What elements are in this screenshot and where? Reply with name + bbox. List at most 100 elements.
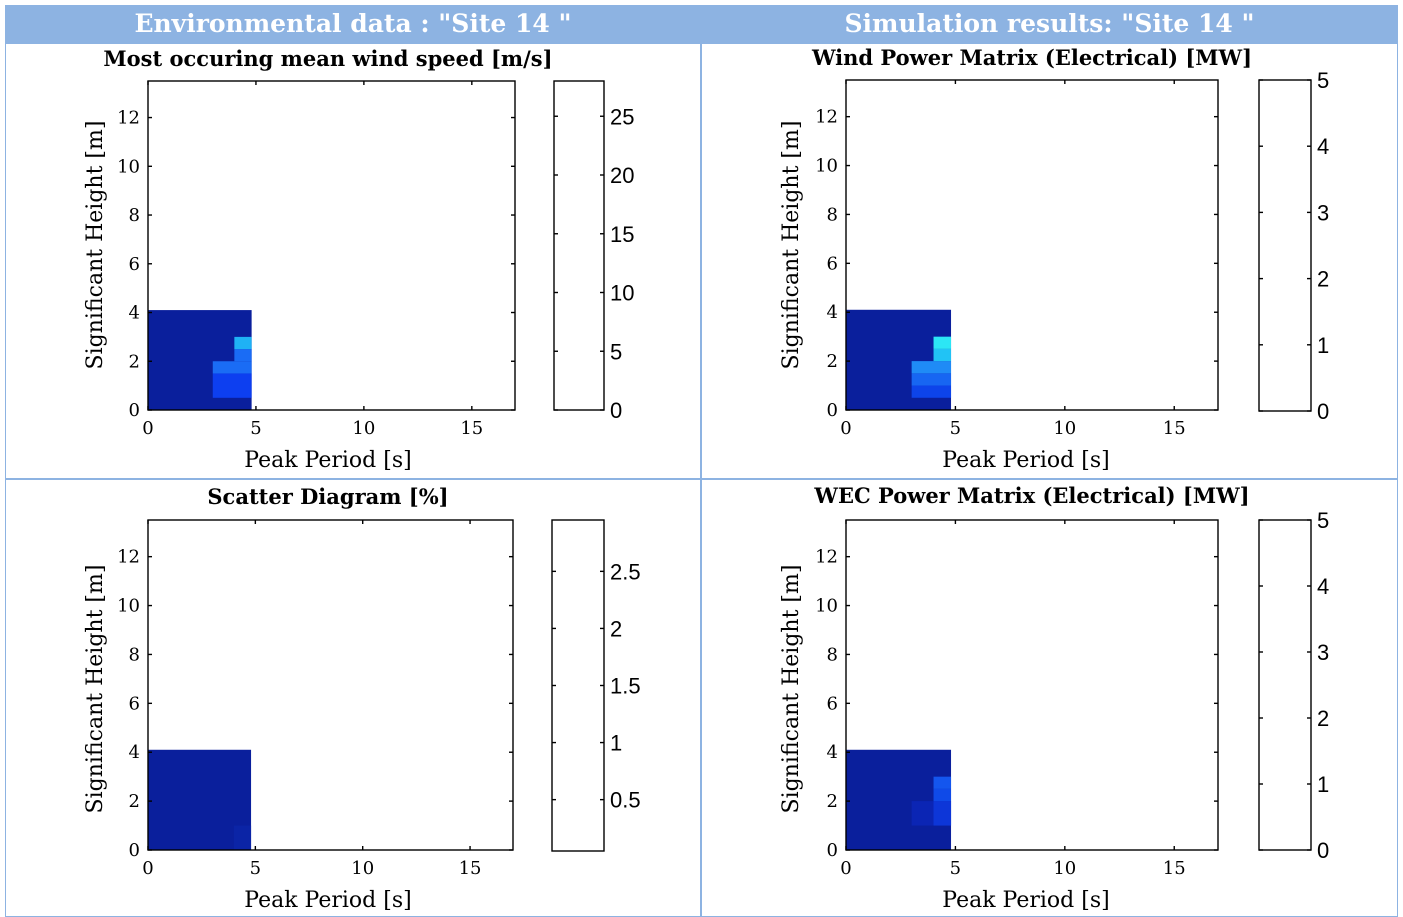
x-tick-label: 5 [250, 418, 261, 439]
x-tick-label: 0 [840, 858, 851, 879]
heatmap-cell [933, 801, 952, 826]
header-divider [6, 42, 1397, 44]
x-axis-label: Peak Period [s] [244, 888, 411, 913]
heatmap-cell [846, 749, 952, 850]
heatmap-cell [212, 373, 252, 398]
y-tick-label: 10 [117, 156, 140, 177]
colorbar-tick-label: 1 [610, 731, 622, 756]
y-tick-label: 6 [827, 693, 838, 714]
colorbar-tick-label: 5 [1317, 508, 1329, 533]
colorbar-tick-label: 2 [1317, 706, 1329, 731]
colorbar-tick-label: 3 [1317, 200, 1329, 225]
colorbar-tick-label: 1 [1317, 333, 1329, 358]
heatmap-cell [233, 825, 252, 850]
heatmap-cell [911, 385, 952, 398]
x-tick-label: 5 [950, 418, 961, 439]
colorbar-tick-label: 25 [610, 104, 634, 129]
column-divider [700, 6, 702, 916]
x-tick-label: 15 [1163, 418, 1186, 439]
chart-wec-power: WEC Power Matrix (Electrical) [MW] 0 5 10 1… [779, 483, 1329, 913]
heatmap-cell [911, 373, 952, 386]
y-tick-label: 2 [827, 351, 838, 372]
y-tick-label: 8 [827, 644, 838, 665]
y-tick-label: 10 [117, 596, 140, 617]
y-tick-label: 8 [827, 204, 838, 225]
y-tick-label: 12 [815, 547, 838, 568]
colorbar-tick-label: 2.5 [610, 559, 641, 584]
y-tick-label: 12 [117, 547, 140, 568]
chart-title: Scatter Diagram [%] [207, 484, 448, 509]
y-tick-label: 6 [129, 254, 140, 275]
colorbar-tick-label: 1 [1317, 772, 1329, 797]
chart-title: Most occuring mean wind speed [m/s] [103, 46, 552, 71]
y-tick-label: 6 [129, 693, 140, 714]
x-tick-label: 5 [950, 858, 961, 879]
colorbar [1258, 79, 1312, 412]
chart-wind-speed: Most occuring mean wind speed [m/s] 0 5 10… [83, 46, 634, 473]
colorbar-tick-label: 4 [1317, 574, 1329, 599]
x-tick-label: 10 [1053, 418, 1076, 439]
plot-frame [147, 80, 516, 411]
x-axis-label: Peak Period [s] [244, 448, 411, 473]
y-tick-label: 12 [117, 108, 140, 129]
y-tick-label: 4 [129, 742, 140, 763]
y-tick-label: 8 [129, 644, 140, 665]
colorbar [551, 519, 605, 852]
x-tick-label: 15 [460, 418, 483, 439]
y-axis-label: Significant Height [m] [83, 121, 108, 370]
heatmap-cell [933, 336, 952, 349]
colorbar-tick-label: 0 [1317, 838, 1329, 863]
y-axis-label: Significant Height [m] [83, 565, 108, 814]
y-tick-label: 10 [815, 596, 838, 617]
colorbar [553, 80, 605, 411]
y-tick-label: 0 [827, 840, 838, 861]
simulation-header: Simulation results: "Site 14 " [702, 6, 1397, 42]
y-tick-label: 10 [815, 156, 838, 177]
y-tick-label: 0 [129, 840, 140, 861]
colorbar-tick-label: 5 [610, 339, 622, 364]
x-tick-label: 0 [142, 418, 153, 439]
x-axis-label: Peak Period [s] [942, 448, 1109, 473]
plot-frame [845, 519, 1219, 851]
colorbar-tick-label: 5 [1317, 68, 1329, 93]
colorbar-tick-label: 20 [610, 163, 634, 188]
y-tick-label: 4 [129, 303, 140, 324]
colorbar-tick-label: 2 [610, 616, 622, 641]
y-tick-label: 8 [129, 205, 140, 226]
x-tick-label: 15 [1163, 858, 1186, 879]
chart-title: WEC Power Matrix (Electrical) [MW] [813, 483, 1249, 508]
heatmap-cell [234, 349, 252, 362]
y-tick-label: 0 [129, 400, 140, 421]
row-divider [6, 478, 1397, 480]
heatmap-cell [212, 361, 252, 374]
x-tick-label: 15 [459, 858, 482, 879]
chart-wind-power: Wind Power Matrix (Electrical) [MW] 0 5 10… [779, 45, 1329, 473]
y-tick-label: 2 [129, 351, 140, 372]
x-tick-label: 10 [352, 418, 375, 439]
x-tick-label: 5 [250, 858, 261, 879]
colorbar-tick-label: 2 [1317, 267, 1329, 292]
colorbar-tick-label: 3 [1317, 640, 1329, 665]
x-tick-label: 10 [351, 858, 374, 879]
colorbar-tick-label: 0 [1317, 399, 1329, 424]
chart-title: Wind Power Matrix (Electrical) [MW] [811, 45, 1252, 70]
results-grid: Environmental data : "Site 14 " Simulati… [5, 5, 1398, 917]
heatmap-cell [933, 348, 952, 362]
y-tick-label: 0 [827, 400, 838, 421]
x-tick-label: 0 [142, 858, 153, 879]
colorbar-tick-label: 0.5 [610, 788, 641, 813]
colorbar-tick-label: 0 [610, 398, 622, 423]
plot-frame [147, 519, 514, 851]
x-tick-label: 0 [840, 418, 851, 439]
heatmap-cell [933, 776, 952, 789]
colorbar-tick-label: 10 [610, 281, 634, 306]
y-axis-label: Significant Height [m] [779, 121, 804, 370]
plot-frame [845, 79, 1219, 411]
environmental-header: Environmental data : "Site 14 " [6, 6, 700, 42]
x-axis-label: Peak Period [s] [942, 888, 1109, 913]
y-tick-label: 2 [827, 791, 838, 812]
y-tick-label: 12 [815, 107, 838, 128]
chart-scatter-diagram: Scatter Diagram [%] 0 5 10 15 0 2 4 6 8 10 12 Peak … [83, 484, 641, 913]
heatmap-cell [911, 361, 952, 374]
colorbar-tick-label: 15 [610, 222, 634, 247]
